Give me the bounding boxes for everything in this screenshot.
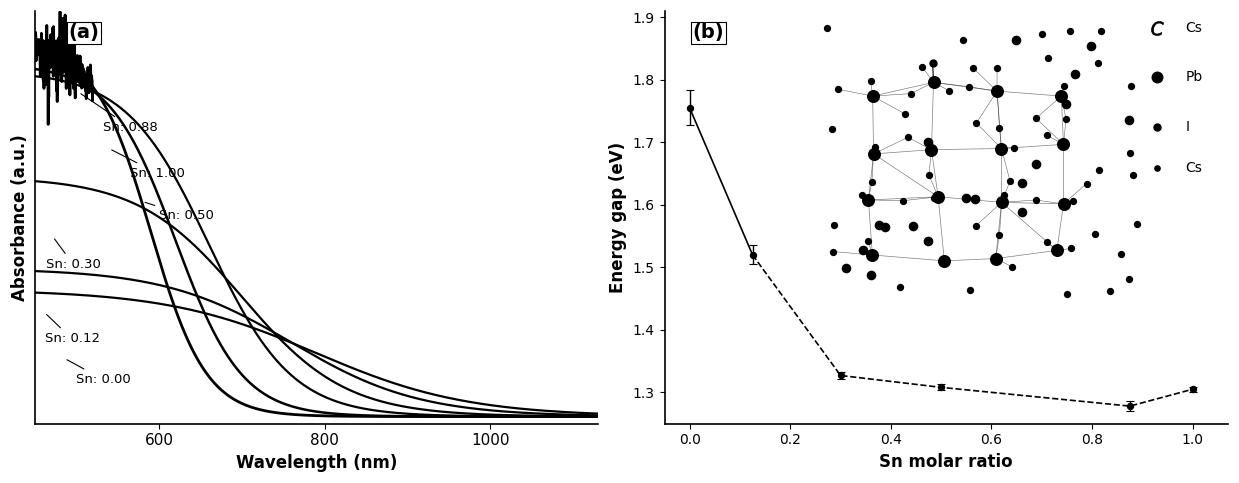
Text: (a): (a) (68, 24, 99, 43)
Text: Cs: Cs (1186, 21, 1203, 35)
Text: Sn: 0.12: Sn: 0.12 (45, 314, 99, 345)
Text: (b): (b) (693, 24, 725, 43)
X-axis label: Sn molar ratio: Sn molar ratio (880, 453, 1014, 471)
Text: Cs: Cs (1186, 161, 1203, 175)
Text: Sn: 0.00: Sn: 0.00 (67, 360, 131, 386)
Y-axis label: Energy gap (eV): Energy gap (eV) (610, 142, 627, 293)
Text: Sn: 0.50: Sn: 0.50 (145, 202, 214, 222)
X-axis label: Wavelength (nm): Wavelength (nm) (235, 454, 396, 472)
Y-axis label: Absorbance (a.u.): Absorbance (a.u.) (11, 134, 28, 301)
Text: Sn: 0.88: Sn: 0.88 (81, 94, 159, 134)
Text: I: I (1186, 120, 1189, 134)
Text: Sn: 0.30: Sn: 0.30 (46, 239, 102, 271)
Text: Sn: 1.00: Sn: 1.00 (112, 150, 185, 180)
Text: Pb: Pb (1186, 70, 1203, 84)
